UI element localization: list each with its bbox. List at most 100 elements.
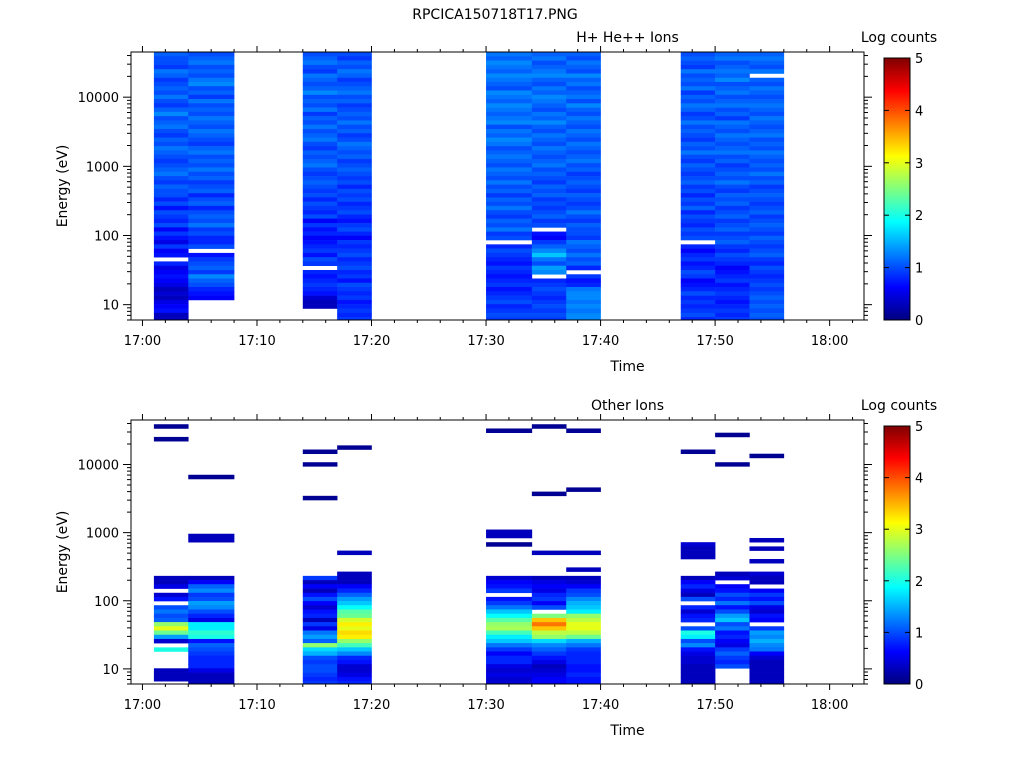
heatmap-cell (566, 651, 601, 657)
heatmap-cell (531, 107, 567, 113)
heatmap-cell (302, 235, 338, 241)
heatmap-cell (486, 60, 533, 66)
heatmap-cell (302, 634, 338, 640)
heatmap-cell (749, 107, 785, 113)
heatmap-cell (680, 188, 716, 194)
x-tick-label: 17:20 (353, 334, 390, 349)
heatmap-cell (749, 291, 785, 296)
heatmap-cell (486, 613, 533, 619)
heatmap-cell (302, 660, 338, 665)
heatmap-cell (188, 613, 235, 619)
x-tick-label: 18:00 (811, 334, 848, 349)
heatmap-cell (749, 120, 785, 125)
heatmap-cell (566, 550, 601, 556)
heatmap-cell (531, 133, 567, 138)
heatmap-cell (566, 287, 601, 292)
heatmap-cell (337, 622, 372, 627)
heatmap-cell (715, 605, 750, 610)
heatmap-cell (486, 154, 533, 160)
heatmap-cell (531, 73, 567, 79)
heatmap-cell (153, 128, 189, 134)
heatmap-cell (188, 252, 235, 258)
heatmap-cell (749, 124, 785, 130)
heatmap-cell (337, 575, 372, 581)
heatmap-cell (566, 154, 601, 160)
heatmap-cell (188, 77, 235, 83)
heatmap-cell (302, 580, 338, 585)
heatmap-cell (715, 278, 750, 284)
heatmap-cell (337, 265, 372, 271)
heatmap-cell (153, 304, 189, 309)
heatmap-cell (680, 252, 716, 258)
heatmap-cell (749, 214, 785, 219)
heatmap-cell (680, 660, 716, 665)
heatmap-cell (566, 580, 601, 585)
heatmap-cell (153, 575, 189, 581)
heatmap-cell (566, 630, 601, 636)
heatmap-cell (749, 227, 785, 232)
heatmap-cell (188, 474, 235, 480)
heatmap-cell (486, 278, 533, 284)
heatmap-cell (153, 163, 189, 168)
heatmap-cell (337, 596, 372, 602)
heatmap-cell (749, 261, 785, 266)
heatmap-cell (749, 111, 785, 117)
heatmap-cell (715, 287, 750, 292)
heatmap-cell (566, 584, 601, 589)
heatmap-cell (531, 677, 567, 682)
heatmap-cell (302, 56, 338, 61)
plot-frame (130, 419, 865, 685)
heatmap-cell (531, 622, 567, 627)
heatmap-cell (153, 120, 189, 125)
heatmap-cell (302, 299, 338, 305)
heatmap-cell (153, 137, 189, 143)
heatmap-cell (188, 111, 235, 117)
heatmap-cell (531, 491, 567, 497)
heatmap-cell (337, 664, 372, 669)
heatmap-cell (486, 677, 533, 682)
heatmap-cell (715, 617, 750, 623)
heatmap-cell (302, 193, 338, 198)
heatmap-cell (302, 588, 338, 594)
heatmap-cell (153, 626, 189, 631)
heatmap-cell (302, 495, 338, 501)
heatmap-cell (188, 107, 235, 113)
heatmap-cell (531, 261, 567, 266)
heatmap-cell (566, 137, 601, 143)
heatmap-cell (188, 193, 235, 198)
heatmap-cell (302, 150, 338, 155)
heatmap-cell (680, 73, 716, 79)
heatmap-cell (486, 81, 533, 87)
colorbar-gradient (883, 425, 911, 685)
heatmap-cell (715, 299, 750, 305)
heatmap-cell (749, 299, 785, 305)
heatmap-cell (153, 197, 189, 202)
heatmap-cell (566, 261, 601, 266)
heatmap-cell (302, 462, 338, 467)
heatmap-cell (566, 69, 601, 74)
heatmap-cell (337, 214, 372, 219)
heatmap-cell (302, 584, 338, 589)
heatmap-cell (749, 137, 785, 143)
heatmap-cell (302, 575, 338, 581)
heatmap-cell (153, 592, 189, 598)
heatmap-cell (486, 231, 533, 237)
heatmap-cell (302, 261, 338, 266)
heatmap-cell (749, 571, 785, 577)
heatmap-cell (749, 244, 785, 249)
heatmap-cell (715, 133, 750, 138)
heatmap-cell (531, 282, 567, 288)
heatmap-cell (153, 596, 189, 602)
heatmap-cell (302, 252, 338, 258)
heatmap-cell (188, 94, 235, 100)
heatmap-cell (531, 235, 567, 241)
heatmap-cell (486, 52, 533, 57)
heatmap-cell (302, 248, 338, 254)
spectrogram-cells (153, 52, 785, 320)
heatmap-cell (337, 312, 372, 318)
heatmap-cell (749, 116, 785, 121)
heatmap-cell (337, 188, 372, 194)
heatmap-cell (337, 128, 372, 134)
heatmap-cell (337, 205, 372, 211)
heatmap-cell (153, 64, 189, 70)
